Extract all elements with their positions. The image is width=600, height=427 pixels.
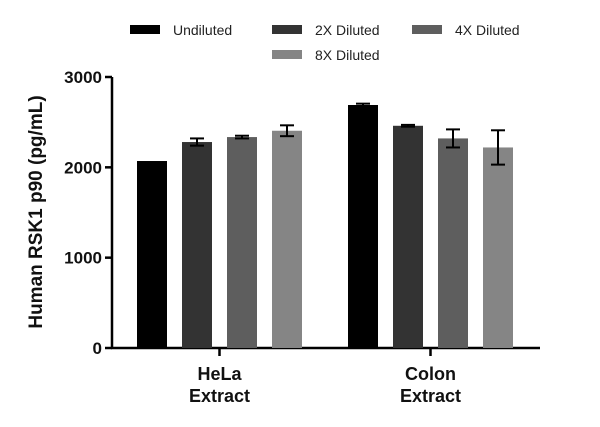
bar-4x-diluted-0 bbox=[227, 137, 257, 348]
bar-4x-diluted-1 bbox=[438, 138, 468, 348]
legend-label: 8X Diluted bbox=[315, 47, 380, 63]
x-tick-label: Extract bbox=[189, 386, 250, 406]
legend-label: 2X Diluted bbox=[315, 22, 380, 38]
x-tick-label: Colon bbox=[405, 364, 456, 384]
bars bbox=[137, 105, 513, 349]
legend-label: Undiluted bbox=[173, 22, 232, 38]
x-tick-label: HeLa bbox=[197, 364, 242, 384]
legend-swatch bbox=[272, 50, 302, 59]
error-bar bbox=[235, 134, 249, 140]
legend-item: 8X Diluted bbox=[272, 47, 380, 63]
error-bars bbox=[190, 102, 505, 166]
y-tick-label: 1000 bbox=[64, 249, 102, 268]
error-bar bbox=[491, 129, 505, 166]
y-tick-label: 3000 bbox=[64, 68, 102, 87]
error-bar bbox=[280, 124, 294, 138]
x-tick-label: Extract bbox=[400, 386, 461, 406]
y-axis-title: Human RSK1 p90 (pg/mL) bbox=[26, 95, 47, 328]
legend-swatch bbox=[412, 25, 442, 34]
error-bar bbox=[356, 102, 370, 108]
y-tick-label: 2000 bbox=[64, 158, 102, 177]
bar-undiluted-0 bbox=[137, 161, 167, 348]
bar-8x-diluted-0 bbox=[272, 130, 302, 348]
legend: Undiluted 2X Diluted 4X Diluted 8X Diluted bbox=[130, 22, 520, 63]
y-axis: 0 1000 2000 3000 bbox=[64, 68, 114, 358]
error-bar bbox=[446, 128, 460, 149]
legend-item: 2X Diluted bbox=[272, 22, 380, 38]
legend-swatch bbox=[130, 25, 160, 34]
bar-undiluted-1 bbox=[348, 105, 378, 349]
bar-8x-diluted-1 bbox=[483, 147, 513, 348]
legend-item: Undiluted bbox=[130, 22, 232, 38]
y-tick-label: 0 bbox=[93, 339, 102, 358]
error-bar bbox=[401, 123, 415, 128]
legend-item: 4X Diluted bbox=[412, 22, 520, 38]
error-bar bbox=[190, 137, 204, 147]
bar-2x-diluted-1 bbox=[393, 125, 423, 348]
bar-2x-diluted-0 bbox=[182, 142, 212, 348]
legend-label: 4X Diluted bbox=[455, 22, 520, 38]
legend-swatch bbox=[272, 25, 302, 34]
